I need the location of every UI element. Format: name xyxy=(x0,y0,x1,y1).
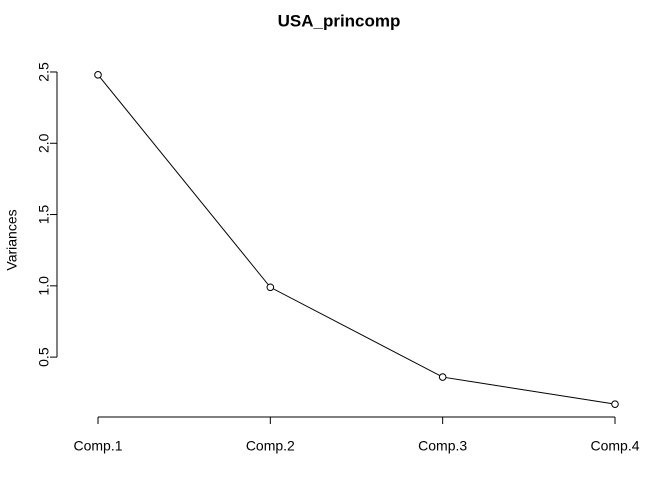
y-tick-label: 1.0 xyxy=(36,276,52,296)
chart-title: USA_princomp xyxy=(278,11,401,30)
y-tick-label: 2.0 xyxy=(36,133,52,153)
y-tick-label: 2.5 xyxy=(36,62,52,82)
point xyxy=(611,400,619,408)
y-tick-label: 0.5 xyxy=(36,347,52,367)
point xyxy=(94,71,102,79)
point xyxy=(266,283,275,292)
y-tick-label: 1.5 xyxy=(36,205,52,225)
y-axis-label: Variances xyxy=(4,209,20,270)
point xyxy=(438,373,447,381)
x-tick-label: Comp.1 xyxy=(73,438,122,454)
x-tick-label: Comp.2 xyxy=(246,438,295,454)
line xyxy=(97,74,616,405)
x-tick-label: Comp.3 xyxy=(418,438,467,454)
x-tick-label: Comp.4 xyxy=(590,438,639,454)
